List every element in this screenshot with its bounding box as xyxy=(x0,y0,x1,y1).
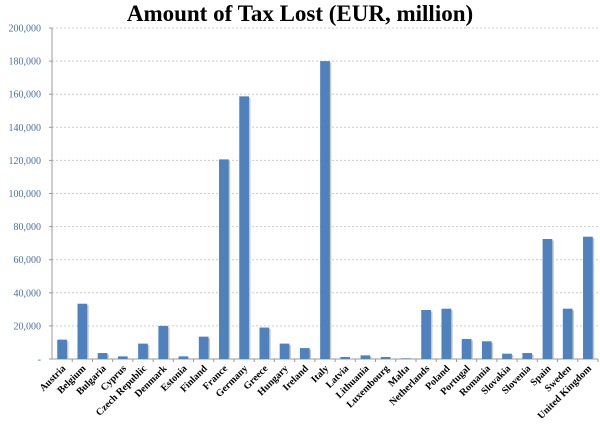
bar-slovakia xyxy=(502,353,512,359)
y-tick-label: 160,000 xyxy=(9,90,42,101)
y-tick-label: 120,000 xyxy=(9,156,42,167)
bar-slovenia xyxy=(522,353,533,359)
y-tick-label: 200,000 xyxy=(9,24,42,35)
bar-sweden xyxy=(562,308,573,359)
bar-netherlands xyxy=(421,310,431,359)
bar-latvia xyxy=(340,357,351,359)
y-tick-label: - xyxy=(38,355,41,366)
bar-belgium xyxy=(77,303,88,359)
y-tick-label: 80,000 xyxy=(14,222,42,233)
bar-france xyxy=(219,159,229,359)
bar-portugal xyxy=(461,338,472,359)
bar-malta xyxy=(401,358,411,359)
bar-denmark xyxy=(158,325,169,359)
bar-luxembourg xyxy=(380,357,391,359)
bar-austria xyxy=(57,339,67,359)
bar-czech-republic xyxy=(138,343,148,359)
y-tick-label: 100,000 xyxy=(9,189,42,200)
bar-estonia xyxy=(178,356,189,359)
bar-spain xyxy=(542,239,553,359)
bar-hungary xyxy=(279,343,290,359)
bar-cyprus xyxy=(117,356,128,359)
bar-ireland xyxy=(299,348,310,359)
bar-united-kingdom xyxy=(583,236,593,359)
y-tick-label: 40,000 xyxy=(14,288,42,299)
bar-germany xyxy=(239,96,249,359)
y-tick-label: 60,000 xyxy=(14,255,42,266)
y-tick-label: 180,000 xyxy=(9,57,42,68)
chart-title: Amount of Tax Lost (EUR, million) xyxy=(126,1,474,26)
bar-greece xyxy=(259,327,270,359)
y-tick-label: 140,000 xyxy=(9,123,42,134)
bar-bulgaria xyxy=(97,353,108,359)
y-tick-label: 20,000 xyxy=(14,321,42,332)
bar-romania xyxy=(481,341,492,359)
bar-lithuania xyxy=(360,355,371,359)
bar-poland xyxy=(441,308,452,359)
bar-finland xyxy=(198,336,209,359)
bar-italy xyxy=(320,61,330,359)
